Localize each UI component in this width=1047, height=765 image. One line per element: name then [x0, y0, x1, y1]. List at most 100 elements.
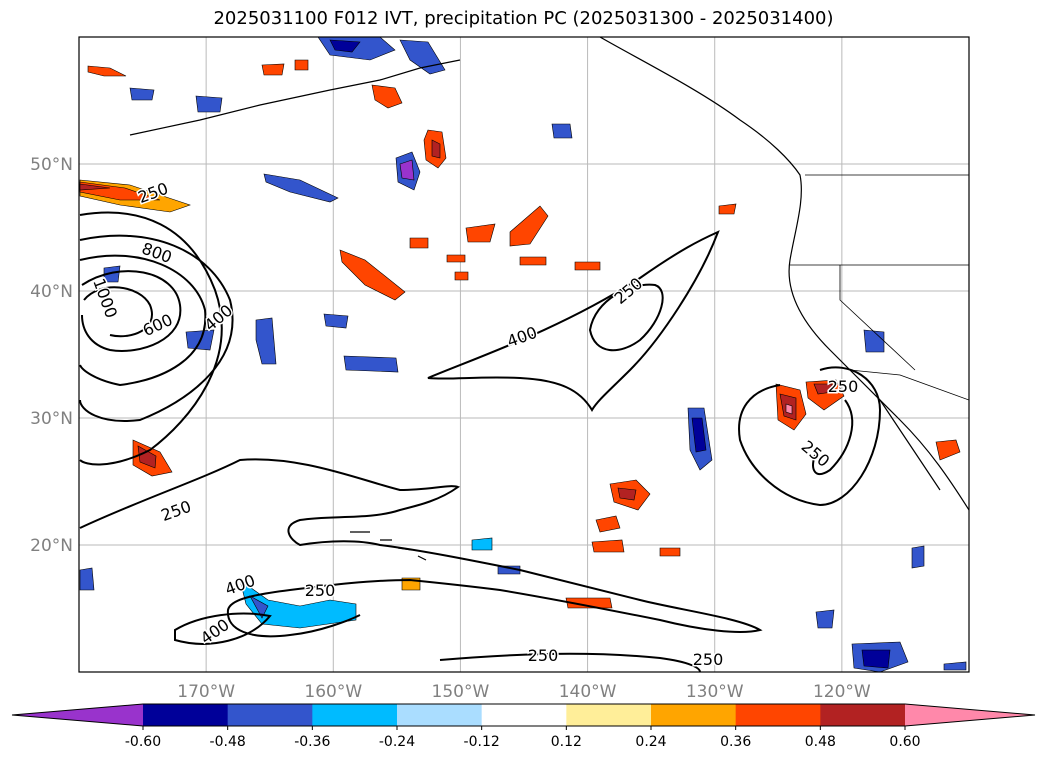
- precip-cell: [329, 39, 361, 53]
- colorbar-tick-label: -0.36: [294, 734, 330, 750]
- precip-cell: [255, 317, 277, 365]
- colorbar-tick-label: -0.24: [379, 734, 415, 750]
- longitude-labels: 170°W 160°W 150°W 140°W 130°W 120°W: [177, 682, 871, 702]
- precip-cell: [465, 223, 496, 243]
- ivt-contour-800: [81, 270, 182, 352]
- precip-cell: [471, 537, 493, 551]
- precip-cell: [294, 59, 309, 71]
- colorbar-extend-min: [12, 704, 143, 726]
- colorbar-segment: [481, 704, 567, 726]
- colorbar-tick-label: 0.48: [805, 734, 836, 750]
- hawaii-islands: [350, 531, 427, 561]
- ivt-contours: [79, 211, 882, 672]
- latitude-labels: 50°N 40°N 30°N 20°N: [30, 155, 73, 556]
- coastline-aleutians: [129, 59, 461, 136]
- colorbar-tick-label: -0.48: [210, 734, 246, 750]
- precip-cell: [659, 547, 681, 557]
- ivt-contour-400: [79, 234, 234, 422]
- precip-cell: [79, 183, 111, 191]
- precip-negative-anomalies: [79, 37, 967, 672]
- colorbar-tick-label: -0.12: [464, 734, 500, 750]
- precip-cell: [813, 383, 833, 395]
- precip-cell: [565, 597, 613, 609]
- precip-cell: [863, 329, 885, 353]
- precip-cell: [263, 173, 339, 203]
- precip-cell: [261, 63, 285, 76]
- colorbar-extend-max: [905, 704, 1035, 726]
- precip-cell: [195, 95, 223, 113]
- lon-tick-label: 170°W: [177, 682, 235, 702]
- lon-tick-label: 150°W: [432, 682, 490, 702]
- precip-cell: [551, 123, 573, 139]
- ivt-contour-400: [812, 399, 854, 475]
- lat-tick-label: 30°N: [30, 409, 73, 429]
- precip-cell: [339, 249, 406, 301]
- ivt-contour-label: 250: [305, 581, 336, 600]
- ivt-contour-250: [79, 211, 223, 466]
- ivt-contour-250: [738, 366, 882, 507]
- lon-tick-label: 130°W: [686, 682, 744, 702]
- colorbar-tick-label: 0.36: [720, 734, 751, 750]
- precip-cell: [935, 439, 961, 461]
- colorbar: [11, 703, 1036, 730]
- precip-cell: [785, 403, 793, 415]
- map-background: [79, 37, 969, 672]
- colorbar-segment: [143, 704, 229, 726]
- coastline-north-america: [599, 37, 969, 511]
- colorbar-tick-label: -0.60: [125, 734, 161, 750]
- precip-cell: [129, 87, 155, 101]
- precip-cell: [87, 65, 127, 77]
- colorbar-segment: [566, 704, 652, 726]
- lat-tick-label: 40°N: [30, 282, 73, 302]
- precip-cell: [617, 487, 637, 501]
- precip-cell: [911, 545, 925, 569]
- colorbar-tick-label: 0.60: [889, 734, 920, 750]
- map-title: 2025031100 F012 IVT, precipitation PC (2…: [213, 8, 834, 29]
- precip-cell: [371, 84, 403, 109]
- precip-cell: [815, 609, 835, 629]
- map-frame: [78, 36, 970, 673]
- gridlines: [79, 37, 969, 672]
- coastlines: [129, 37, 969, 561]
- colorbar-segment: [227, 704, 313, 726]
- colorbar-tick-labels: -0.60 -0.48 -0.36 -0.24 -0.12 0.12 0.24 0.36 0.4…: [125, 734, 921, 750]
- state-border-ca-nv: [839, 265, 916, 371]
- precip-cell: [454, 271, 469, 281]
- precip-cell: [718, 203, 737, 215]
- colorbar-segment: [312, 704, 398, 726]
- colorbar-segment: [651, 704, 737, 726]
- precip-cell: [409, 237, 429, 249]
- precip-cell: [431, 139, 441, 159]
- ivt-contour-400: [588, 283, 664, 352]
- ivt-contour-label: 250: [528, 646, 559, 665]
- lon-tick-label: 120°W: [813, 682, 871, 702]
- ivt-contour-250: [79, 458, 763, 638]
- precip-cell: [343, 355, 399, 373]
- precip-cell: [595, 515, 621, 533]
- colorbar-tick-label: 0.24: [635, 734, 666, 750]
- border-mexico: [849, 369, 969, 401]
- precip-cell: [137, 445, 157, 469]
- colorbar-segment: [735, 704, 821, 726]
- precip-cell: [509, 205, 549, 247]
- lon-tick-label: 140°W: [559, 682, 617, 702]
- precip-cell: [323, 313, 349, 329]
- precip-cell: [591, 539, 625, 553]
- precip-cell: [446, 254, 466, 263]
- precip-cell: [103, 265, 121, 283]
- precip-cell: [861, 649, 891, 669]
- ivt-contour-600: [79, 254, 207, 387]
- ivt-contour-1000: [83, 286, 153, 338]
- ivt-contour-250: [427, 230, 720, 412]
- precip-cell: [691, 417, 707, 453]
- ivt-contour-label: 250: [828, 377, 859, 396]
- lat-tick-label: 50°N: [30, 155, 73, 175]
- precip-cell: [249, 595, 269, 619]
- ivt-contour-label: 250: [693, 650, 724, 669]
- ivt-contour-250: [439, 652, 701, 672]
- colorbar-tick-label: 0.12: [551, 734, 582, 750]
- precip-cell: [399, 159, 415, 181]
- ivt-contour-250: [174, 612, 272, 645]
- precip-cell: [79, 567, 95, 591]
